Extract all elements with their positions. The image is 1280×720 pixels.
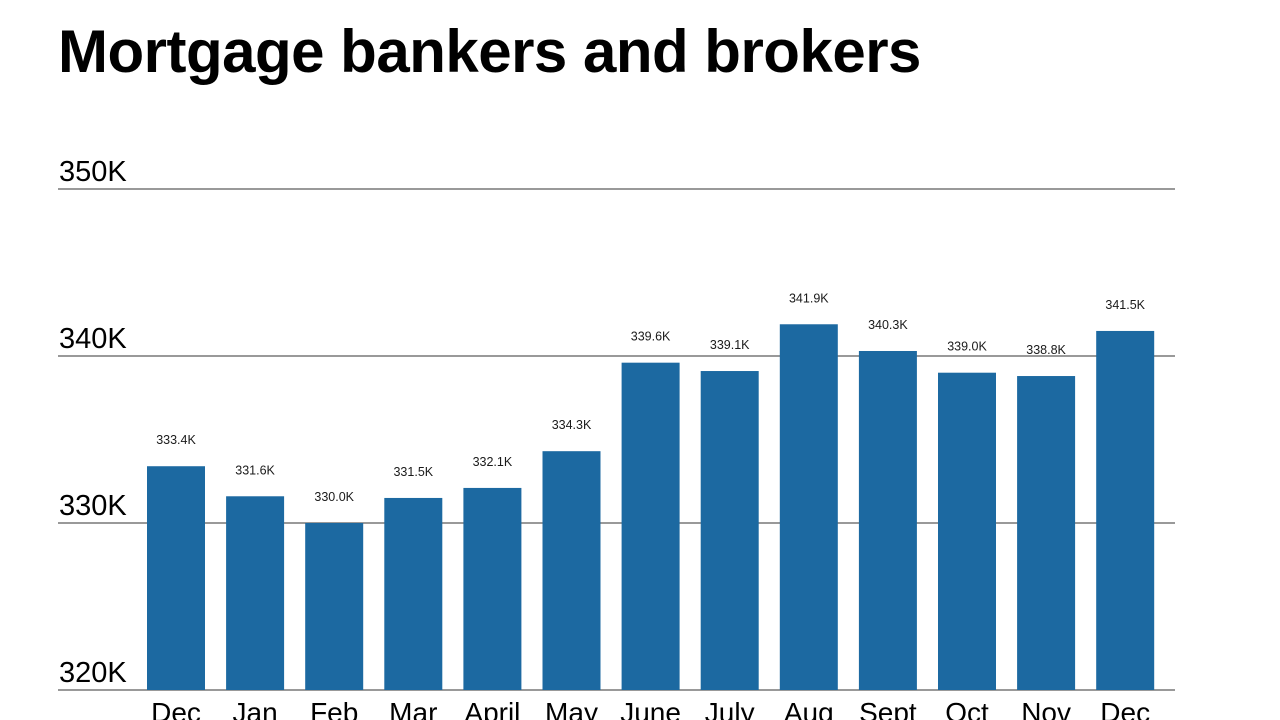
data-label: 334.3K (552, 418, 592, 432)
x-axis-category-labels: Dec Jan Feb Mar April May June July Aug Sept Oct No… (151, 697, 1150, 720)
data-label: 331.6K (235, 463, 275, 477)
x-tick-label: Dec (1100, 697, 1150, 720)
data-label: 339.1K (710, 338, 750, 352)
x-tick-label: Jan (233, 697, 278, 720)
data-label: 341.5K (1105, 298, 1145, 312)
x-tick-label: July (705, 697, 755, 720)
y-tick-label: 320K (59, 657, 127, 689)
bar (305, 523, 364, 690)
data-label: 333.4K (156, 433, 196, 447)
x-tick-label: June (620, 697, 681, 720)
bar (463, 487, 522, 690)
data-label: 341.9K (789, 291, 829, 305)
chart-title: Mortgage bankers and brokers (58, 18, 921, 85)
bar (938, 372, 996, 690)
data-label: 339.0K (947, 340, 987, 354)
data-label: 339.6K (631, 330, 671, 344)
bar (621, 362, 680, 690)
x-tick-label: Aug (784, 697, 834, 720)
bar (1096, 330, 1155, 690)
x-tick-label: May (545, 697, 598, 720)
data-label: 338.8K (1026, 343, 1066, 357)
x-tick-label: Dec (151, 697, 201, 720)
bar (1017, 376, 1076, 690)
x-tick-label: Nov (1021, 697, 1071, 720)
x-tick-label: Mar (389, 697, 437, 720)
value-labels: 333.4K 331.6K 330.0K 331.5K 332.1K 334.3K 339.… (156, 291, 1145, 504)
bars (147, 324, 1155, 690)
bar (779, 324, 838, 690)
bar (700, 371, 759, 690)
bar (226, 496, 285, 690)
y-tick-label: 350K (59, 156, 127, 188)
bar (858, 350, 917, 690)
data-label: 330.0K (314, 490, 354, 504)
x-tick-label: Oct (945, 697, 989, 720)
bar (542, 451, 601, 690)
gridlines (58, 188, 1175, 691)
data-label: 332.1K (473, 455, 513, 469)
y-tick-label: 330K (59, 490, 127, 522)
x-tick-label: April (464, 697, 520, 720)
x-tick-label: Feb (310, 697, 358, 720)
data-label: 340.3K (868, 318, 908, 332)
y-axis-tick-labels: 320K 330K 340K 350K (59, 156, 127, 689)
bar (384, 497, 443, 690)
data-label: 331.5K (393, 465, 433, 479)
bar (147, 466, 205, 690)
y-tick-label: 340K (59, 323, 127, 355)
x-tick-label: Sept (859, 697, 917, 720)
